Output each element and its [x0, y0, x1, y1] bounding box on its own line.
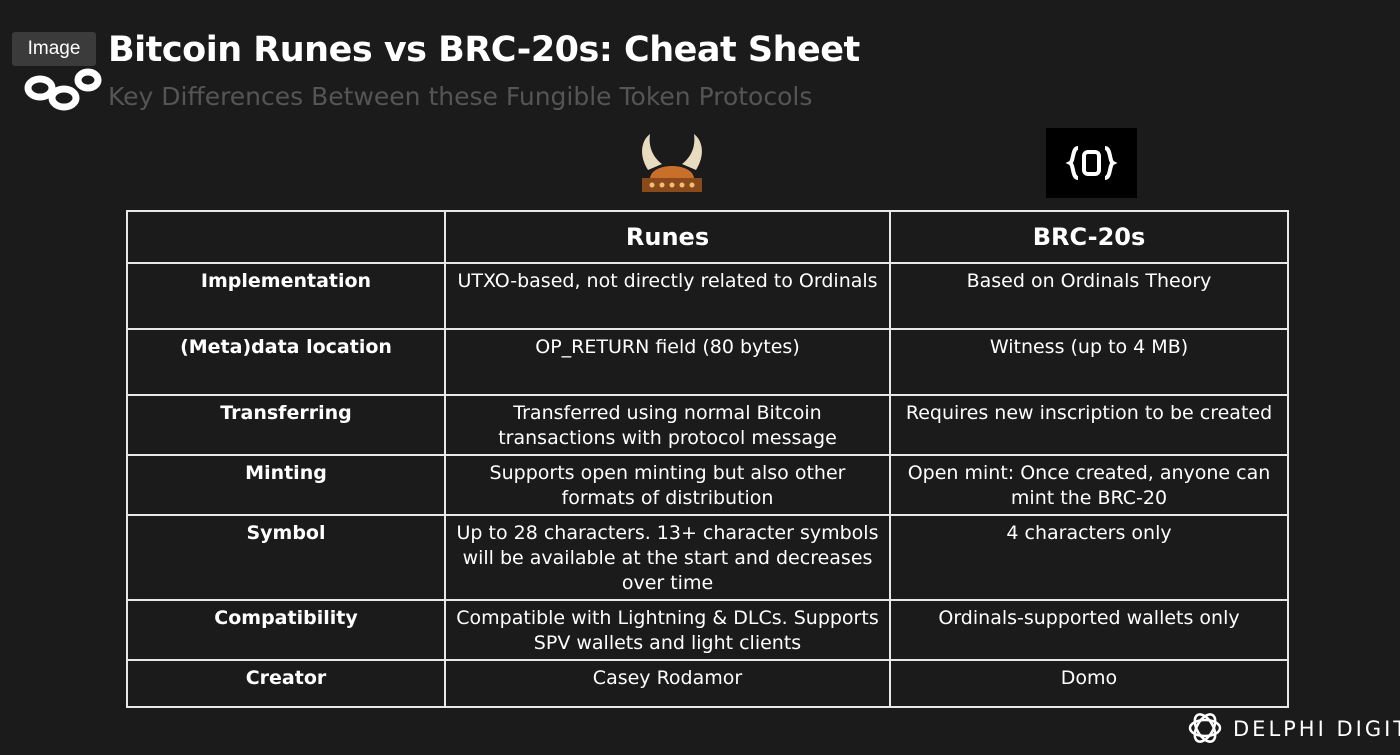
- runes-icon: [642, 134, 702, 192]
- table-cell: Open mint: Once created, anyone can mint…: [889, 454, 1289, 516]
- chain-logo: [24, 68, 102, 111]
- table-cell: Transferred using normal Bitcoin transac…: [444, 394, 891, 456]
- row-label: Symbol: [126, 514, 446, 601]
- table-cell: Casey Rodamor: [444, 659, 891, 708]
- table-cell: Requires new inscription to be created: [889, 394, 1289, 456]
- row-label: Implementation: [126, 262, 446, 330]
- row-label: (Meta)data location: [126, 328, 446, 396]
- table-cell: Supports open minting but also other for…: [444, 454, 891, 516]
- table-cell: OP_RETURN field (80 bytes): [444, 328, 891, 396]
- table-row: Symbol Up to 28 characters. 13+ character…: [126, 514, 1289, 601]
- table-cell: Domo: [889, 659, 1289, 708]
- row-label: Compatibility: [126, 599, 446, 661]
- row-label: Minting: [126, 454, 446, 516]
- row-label: Transferring: [126, 394, 446, 456]
- table-cell: Compatible with Lightning & DLCs. Suppor…: [444, 599, 891, 661]
- row-label: Creator: [126, 659, 446, 708]
- table-cell: Ordinals-supported wallets only: [889, 599, 1289, 661]
- table-row: Minting Supports open minting but also ot…: [126, 454, 1289, 516]
- subtitle: Key Differences Between these Fungible T…: [108, 82, 813, 111]
- table-row: Creator Casey Rodamor Domo: [126, 659, 1289, 708]
- table-row: Implementation UTXO-based, not directly r…: [126, 262, 1289, 330]
- table-cell: Based on Ordinals Theory: [889, 262, 1289, 330]
- table-cell: 4 characters only: [889, 514, 1289, 601]
- table-row: Transferring Transferred using normal Bit…: [126, 394, 1289, 456]
- header-row: Runes BRC-20s: [126, 210, 1289, 264]
- column-header: BRC-20s: [889, 210, 1289, 264]
- comparison-table: Runes BRC-20s Implementation UTXO-based, no…: [126, 210, 1289, 708]
- title: Bitcoin Runes vs BRC-20s: Cheat Sheet: [108, 30, 860, 70]
- brand: DELPHI DIGITAL: [1233, 717, 1400, 741]
- table-cell: Up to 28 characters. 13+ character symbo…: [444, 514, 891, 601]
- table-cell: Witness (up to 4 MB): [889, 328, 1289, 396]
- column-header: Runes: [444, 210, 891, 264]
- delphi-logo: [1188, 713, 1222, 743]
- header-cell: [126, 210, 446, 264]
- image-badge: Image: [12, 32, 96, 66]
- table-row: (Meta)data location OP_RETURN field (80 b…: [126, 328, 1289, 396]
- brc20-icon: [1046, 128, 1137, 198]
- table-cell: UTXO-based, not directly related to Ordi…: [444, 262, 891, 330]
- table-row: Compatibility Compatible with Lightning &…: [126, 599, 1289, 661]
